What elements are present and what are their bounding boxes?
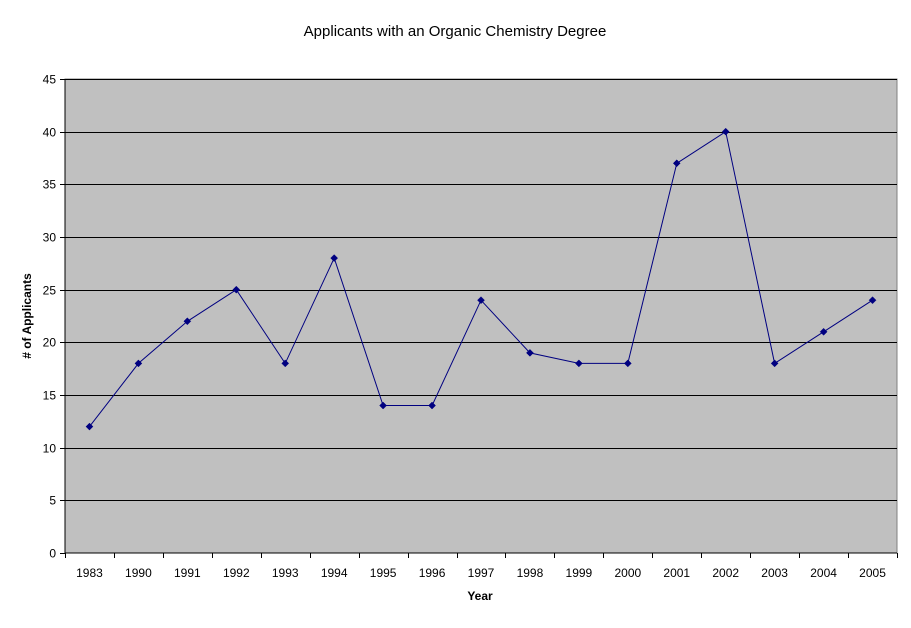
data-point [477, 296, 485, 305]
x-tick-label: 2002 [712, 566, 739, 580]
data-point [819, 327, 828, 336]
x-tick-label: 1998 [517, 566, 544, 580]
x-tick-label: 1983 [76, 566, 103, 580]
y-tick-label: 40 [43, 126, 57, 140]
x-tick-label: 1990 [125, 566, 152, 580]
plot-area [64, 78, 898, 554]
y-tick-label: 30 [43, 231, 57, 245]
data-point [183, 317, 192, 326]
y-tick-label: 5 [49, 494, 56, 508]
chart-title: Applicants with an Organic Chemistry Deg… [304, 23, 607, 40]
data-point [672, 159, 681, 168]
data-point [575, 359, 583, 368]
data-point [330, 254, 339, 262]
data-point [526, 349, 534, 357]
data-point [379, 401, 387, 410]
y-tick-label: 45 [43, 73, 57, 87]
x-tick-label: 1994 [321, 566, 348, 580]
data-point [868, 296, 877, 305]
x-tick-label: 1991 [174, 566, 201, 580]
y-tick-label: 0 [49, 547, 56, 561]
y-tick-label: 35 [43, 178, 57, 192]
x-tick-label: 2000 [614, 566, 641, 580]
y-tick-label: 25 [43, 284, 57, 298]
y-tick-label: 20 [43, 336, 57, 350]
data-point [281, 359, 290, 368]
x-tick-label: 1997 [468, 566, 495, 580]
data-point [428, 401, 436, 410]
x-tick-label: 1999 [566, 566, 593, 580]
x-axis-title: Year [467, 589, 493, 603]
x-tick-label: 1996 [419, 566, 446, 580]
y-axis-ticks: 0 5 10 15 20 25 30 35 40 45 [43, 73, 65, 561]
gridlines [65, 79, 897, 501]
x-tick-label: 1995 [370, 566, 397, 580]
data-point [770, 359, 779, 368]
x-tick-label: 2003 [761, 566, 788, 580]
y-tick-label: 10 [43, 442, 57, 456]
x-tick-label: 1992 [223, 566, 250, 580]
x-axis-ticks: 1983 1990 1991 1992 1993 1994 1995 1996 1997 1998… [65, 553, 898, 580]
y-tick-label: 15 [43, 389, 57, 403]
data-point [232, 285, 241, 294]
x-tick-label: 1993 [272, 566, 299, 580]
x-tick-label: 2004 [810, 566, 837, 580]
series-layer [85, 127, 877, 431]
data-point [85, 422, 94, 431]
x-tick-label: 2005 [859, 566, 886, 580]
data-point [721, 127, 730, 136]
data-point [623, 359, 632, 368]
x-tick-label: 2001 [663, 566, 690, 580]
data-point [134, 359, 143, 368]
y-axis-title: # of Applicants [20, 273, 34, 359]
